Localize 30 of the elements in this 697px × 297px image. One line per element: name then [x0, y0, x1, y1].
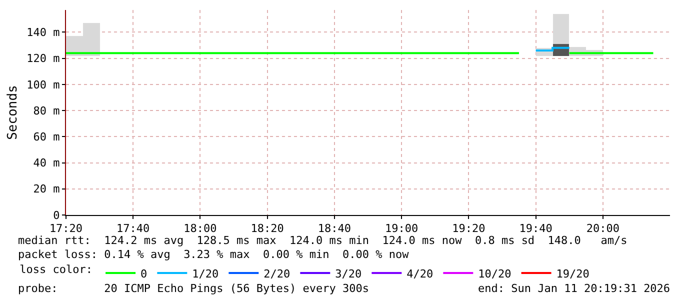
y-tick-label: 140 m	[26, 26, 60, 40]
legend-label: 4/20	[406, 267, 434, 280]
text: packet loss: 0.14 % avg 3.23 % max 0.00 % min 0.00 % now	[18, 248, 410, 261]
text: probe: 20 ICMP Echo Pings (56 Bytes) every 300s	[18, 282, 369, 295]
y-tick-label: 120 m	[26, 52, 60, 66]
x-tick-label: 17:40	[116, 222, 150, 236]
legend-label: 0	[140, 267, 148, 280]
y-tick-label: 0	[53, 208, 60, 222]
x-tick-label: 17:20	[49, 222, 83, 236]
legend-label: 3/20	[335, 267, 362, 280]
x-tick-label: 18:20	[250, 222, 284, 236]
x-tick-label: 19:20	[452, 222, 486, 236]
y-tick-label: 40 m	[33, 156, 60, 170]
x-tick-label: 19:00	[384, 222, 418, 236]
legend-label: 10/20	[478, 267, 512, 280]
legend-label: 19/20	[556, 267, 590, 280]
legend-label: 1/20	[192, 267, 219, 280]
x-tick-label: 19:40	[519, 222, 552, 236]
y-tick-label: 20 m	[33, 182, 60, 196]
y-tick-label: 80 m	[33, 104, 60, 118]
text: end: Sun Jan 11 20:19:31 2026	[478, 282, 670, 295]
x-tick-label: 18:40	[318, 222, 352, 236]
x-tick-label: 20:00	[586, 222, 620, 236]
y-tick-label: 100 m	[26, 78, 60, 92]
y-tick-label: 60 m	[33, 130, 60, 144]
legend-label: 2/20	[264, 267, 290, 280]
y-axis-title: Seconds	[6, 85, 21, 140]
text: median rtt: 124.2 ms avg 128.5 ms max 124.0 ms min 124.0 ms now 0.8 ms sd 148.0 am/s	[18, 234, 628, 247]
x-tick-label: 18:00	[184, 222, 217, 236]
legend-title: loss color:	[20, 262, 93, 276]
